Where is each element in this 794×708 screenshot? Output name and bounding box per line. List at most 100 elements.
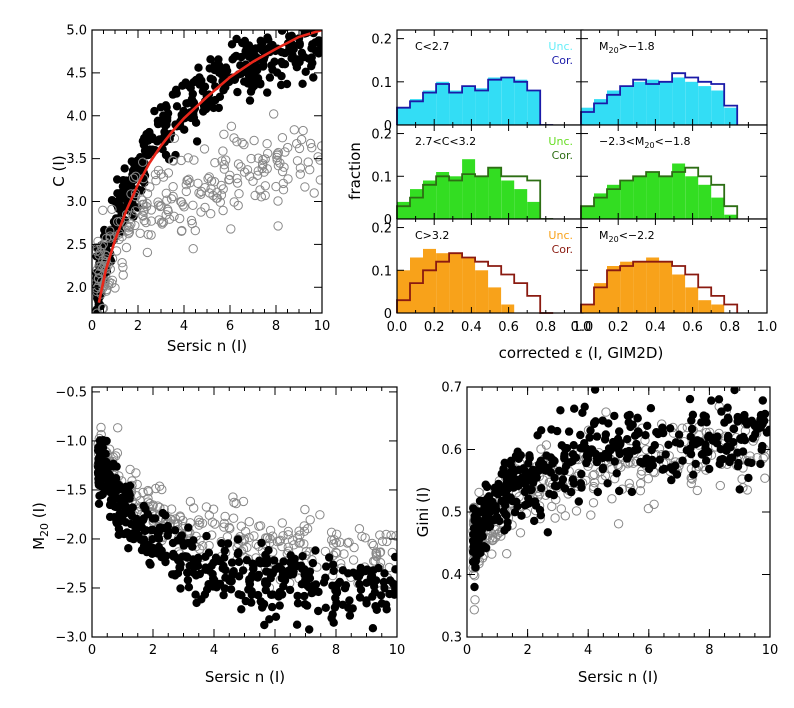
c-vs-n-point <box>117 258 127 268</box>
c-vs-n-point <box>287 31 296 40</box>
m20-point <box>344 537 354 547</box>
m20-point <box>231 498 241 509</box>
gini-point <box>502 549 512 559</box>
gini-xlabel: Sersic n (I) <box>578 668 658 686</box>
c-vs-n-point <box>172 102 182 111</box>
m20-point <box>228 570 237 579</box>
gini-point <box>648 455 657 465</box>
gini-point <box>509 477 519 486</box>
gini-point <box>724 431 733 441</box>
c-vs-n-point <box>300 182 310 192</box>
hist-panel-0: 0 0.1 0.2 C<2.7 Unc.Cor. <box>371 29 584 134</box>
gini-point <box>601 430 610 439</box>
m20-point <box>201 565 210 574</box>
m20-point <box>111 451 121 461</box>
m20-point <box>153 529 163 539</box>
gini-point <box>635 486 646 496</box>
gini-point <box>569 441 578 450</box>
c-vs-n-point <box>93 273 104 283</box>
gini-point <box>555 466 564 475</box>
hist-unc-bar <box>397 201 410 219</box>
m20-xtick-label: 8 <box>332 643 340 658</box>
m20-point <box>227 558 237 567</box>
c-vs-n-point <box>175 213 185 224</box>
gini-point <box>532 473 541 482</box>
gini-point <box>588 470 598 481</box>
m20-point <box>98 441 107 450</box>
m20-point <box>169 570 179 579</box>
m20-point <box>355 579 364 589</box>
m20-point <box>189 536 198 545</box>
hist-cor-outline <box>396 166 554 220</box>
hist-unc-bar <box>475 88 489 125</box>
m20-point <box>332 548 342 558</box>
m20-point <box>391 552 397 562</box>
c-vs-n-point <box>265 73 275 82</box>
c-vs-n-point <box>188 244 198 254</box>
c-vs-n-ytick-label: 2.0 <box>66 281 87 296</box>
hist-unc-bar <box>698 184 712 219</box>
m20-point <box>98 490 108 499</box>
gini-point <box>723 403 732 412</box>
c-vs-n-point <box>212 60 222 69</box>
c-vs-n-point <box>309 73 318 82</box>
gini-point <box>621 447 631 457</box>
c-vs-n-point <box>178 81 187 90</box>
c-vs-n-point <box>142 189 153 199</box>
m20-point <box>219 590 228 600</box>
hist-unc-bar <box>449 176 463 219</box>
c-vs-n-point <box>230 75 239 85</box>
c-vs-n-point <box>250 190 260 201</box>
hist-unc-bar <box>410 189 423 219</box>
c-vs-n-point <box>296 134 307 145</box>
m20-point <box>260 620 269 630</box>
c-vs-n-point <box>229 197 239 207</box>
gini-point <box>756 459 765 469</box>
m20-point <box>338 566 348 575</box>
gini-point <box>627 487 637 497</box>
m20-point <box>221 566 230 575</box>
gini-point <box>545 489 554 498</box>
m20-point <box>176 584 185 593</box>
m20-point <box>151 514 160 523</box>
c-vs-n-point <box>123 223 134 233</box>
gini-series-filled <box>468 387 770 592</box>
m20-point <box>275 601 284 610</box>
m20-point <box>391 531 397 541</box>
m20-point <box>184 583 194 592</box>
m20-point <box>141 504 150 514</box>
gini-point <box>536 444 546 454</box>
c-vs-n-ylabel: C (I) <box>50 155 68 186</box>
c-vs-n-point <box>166 194 177 204</box>
m20-point <box>188 542 197 551</box>
c-vs-n-point <box>146 230 156 240</box>
gini-point <box>501 509 510 519</box>
c-vs-n-point <box>196 207 206 217</box>
hist-unc-bar <box>685 81 699 125</box>
gini-point <box>470 582 479 592</box>
m20-point <box>208 504 219 514</box>
c-vs-n-point <box>183 153 193 163</box>
m20-point <box>182 552 191 561</box>
hist-unc-bar <box>449 253 463 313</box>
gini-point <box>543 528 552 537</box>
gini-point <box>630 431 640 440</box>
m20-point <box>280 576 290 585</box>
gini-point <box>525 453 534 463</box>
hist-label: −2.3<M20<−1.8 <box>599 135 691 150</box>
gini-point <box>613 519 624 529</box>
m20-point <box>112 519 122 528</box>
hist-unc-bar <box>620 261 634 313</box>
c-vs-n-xtick-label: 4 <box>180 319 188 334</box>
c-vs-n-point <box>238 38 247 48</box>
m20-point <box>326 527 337 537</box>
c-vs-n-point <box>221 63 231 72</box>
gini-point <box>610 411 619 421</box>
c-vs-n-point <box>305 165 315 175</box>
m20-point <box>382 536 392 547</box>
c-vs-n-point <box>272 155 282 166</box>
m20-point <box>131 468 141 478</box>
m20-point <box>275 535 286 545</box>
gini-point <box>692 485 702 496</box>
c-vs-n-point <box>218 205 228 216</box>
